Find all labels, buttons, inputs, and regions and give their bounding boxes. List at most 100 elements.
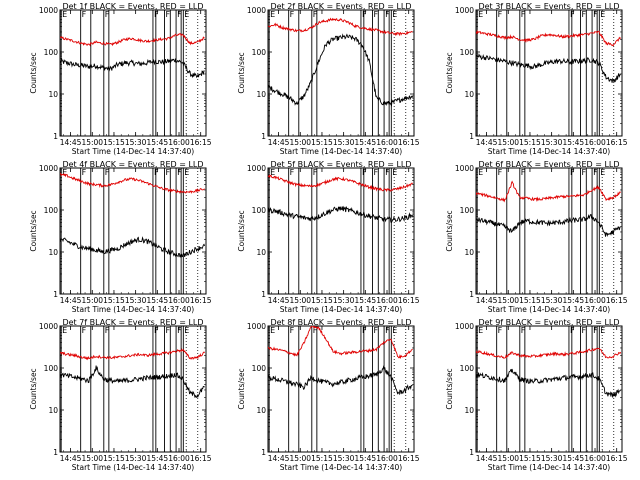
flare-marker-label: E [270,326,275,335]
y-tick-label: 1 [469,132,474,141]
x-axis-label: Start Time (14-Dec-14 14:37:40) [488,147,610,156]
x-tick-label: 16:00 [376,296,398,305]
y-tick-label: 10 [256,90,266,99]
x-tick-label: 16:15 [606,454,628,463]
detector-panel-8: Det 8f BLACK = Events, RED = LLD 1 10 100 10… [237,318,420,472]
flare-marker-label: F [385,168,390,177]
x-tick-label: 14:45 [268,296,290,305]
y-tick-label: 100 [44,364,59,373]
y-tick-label: 1000 [247,6,266,15]
x-tick-label: 15:45 [355,138,377,147]
flare-marker-label: F [290,10,295,19]
flare-marker-label: E [392,168,397,177]
flare-marker-label: F [374,168,379,177]
events-series-line [268,205,414,223]
flare-marker-label: F [385,10,390,19]
x-tick-label: 15:15 [311,454,333,463]
x-tick-label: 15:45 [355,296,377,305]
flare-marker-label: E [184,326,189,335]
y-tick-label: 100 [460,48,475,57]
plot-area: EFFFFFE [476,326,622,452]
plot-frame [267,167,415,295]
x-tick-label: 15:30 [541,296,563,305]
y-tick-label: 100 [252,206,267,215]
flare-marker-label: F [498,10,503,19]
x-tick-label: 15:00 [81,296,103,305]
x-tick-label: 16:00 [584,138,606,147]
events-series-line [476,53,621,84]
x-tick-label: 15:30 [333,454,355,463]
lld-series-line [476,29,621,47]
flare-marker-label: F [593,326,598,335]
flare-marker-label: F [362,168,367,177]
panel-title: Det 6f BLACK = Events, RED = LLD [478,160,619,169]
flare-marker-label: E [62,326,67,335]
detector-panel-6: Det 6f BLACK = Events, RED = LLD 1 10 100 10… [445,160,628,314]
x-tick-label: 16:15 [190,138,212,147]
y-tick-label: 100 [252,364,267,373]
x-tick-label: 15:15 [103,454,125,463]
panel-title: Det 3f BLACK = Events, RED = LLD [478,2,619,11]
flare-marker-label: F [521,326,526,335]
x-tick-label: 15:15 [103,296,125,305]
events-series-line [60,57,205,79]
lld-series-line [268,17,413,37]
x-tick-label: 14:45 [268,454,290,463]
x-tick-label: 14:45 [268,138,290,147]
panel-title: Det 8f BLACK = Events, RED = LLD [270,318,411,327]
panel-title: Det 2f BLACK = Events, RED = LLD [270,2,411,11]
detector-panel-1: Det 1f BLACK = Events, RED = LLD 1 10 100 10… [29,2,212,156]
x-tick-label: 15:15 [519,138,541,147]
x-axis-label: Start Time (14-Dec-14 14:37:40) [488,463,610,472]
x-axis-label: Start Time (14-Dec-14 14:37:40) [72,305,194,314]
detector-panel-4: Det 4f BLACK = Events, RED = LLD 1 10 100 10… [29,160,212,314]
flare-marker-label: E [478,10,483,19]
detector-panel-9: Det 9f BLACK = Events, RED = LLD 1 10 100 10… [445,318,628,472]
flare-marker-label: E [392,326,397,335]
lld-series-line [60,348,205,361]
y-tick-label: 100 [44,48,59,57]
y-tick-label: 1 [469,290,474,299]
flare-marker-label: F [313,326,318,335]
x-tick-label: 15:45 [147,138,169,147]
events-series-line [60,236,206,258]
x-tick-label: 15:15 [519,296,541,305]
flare-marker-label: F [570,326,575,335]
x-tick-label: 15:15 [311,296,333,305]
flare-marker-label: E [62,168,67,177]
flare-marker-label: F [105,326,110,335]
x-tick-label: 16:00 [168,138,190,147]
y-axis-label: Counts/sec [445,210,454,251]
flare-marker-label: E [184,168,189,177]
flare-marker-label: F [166,326,171,335]
flare-marker-label: F [582,168,587,177]
flare-marker-label: F [166,168,171,177]
x-tick-label: 15:30 [125,138,147,147]
x-tick-label: 16:15 [606,296,628,305]
detector-panel-3: Det 3f BLACK = Events, RED = LLD 1 10 100 10… [445,2,628,156]
x-tick-label: 15:45 [563,296,585,305]
y-tick-label: 1 [261,448,266,457]
x-tick-label: 16:00 [584,296,606,305]
y-axis-label: Counts/sec [29,52,38,93]
lld-series-line [60,33,205,47]
y-axis-label: Counts/sec [237,210,246,251]
plot-frame [475,167,623,295]
x-tick-label: 16:15 [190,454,212,463]
x-tick-label: 16:15 [398,138,420,147]
flare-marker-label: E [478,326,483,335]
flare-marker-label: F [313,10,318,19]
x-tick-label: 15:00 [289,454,311,463]
y-tick-label: 1000 [39,322,58,331]
lld-series-line [60,172,205,195]
flare-marker-label: E [392,10,397,19]
flare-marker-label: F [154,326,159,335]
x-tick-label: 15:00 [289,296,311,305]
y-tick-label: 10 [256,248,266,257]
plot-area: EFFFFFE [268,326,413,452]
flare-marker-label: F [154,168,159,177]
flare-marker-label: F [593,10,598,19]
flare-marker-label: F [177,168,182,177]
plot-frame [59,167,207,295]
flare-marker-label: F [521,168,526,177]
